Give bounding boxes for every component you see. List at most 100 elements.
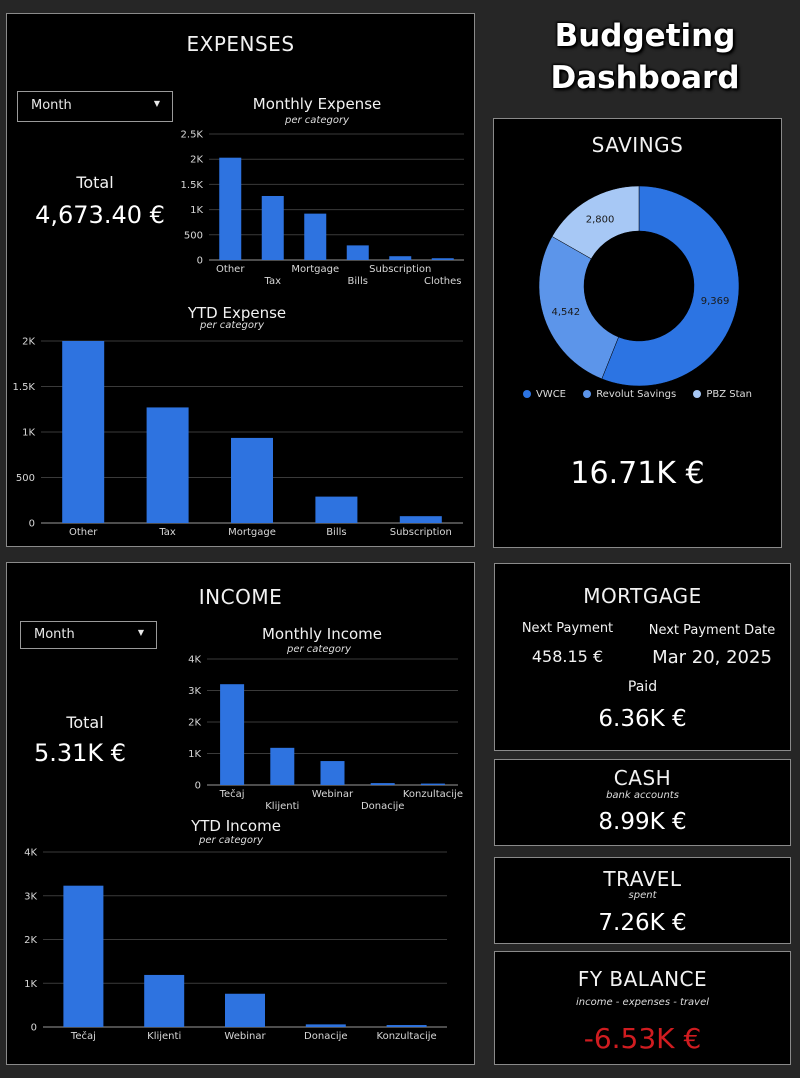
- bar[interactable]: [261, 195, 284, 260]
- bar[interactable]: [320, 761, 345, 785]
- bar[interactable]: [225, 993, 265, 1027]
- y-tick-label: 4K: [188, 655, 201, 666]
- bar[interactable]: [399, 516, 442, 523]
- x-tick-label: Tax: [158, 527, 176, 538]
- paid-value: 6.36K €: [598, 706, 687, 732]
- monthly-expense-chart: 0 500 1K 1.5K 2K 2.5K Other Tax Mortgage BillsSub…: [181, 130, 464, 284]
- chevron-down-icon: ▼: [153, 99, 160, 108]
- y-tick-label: 1K: [188, 749, 201, 760]
- bar[interactable]: [220, 684, 245, 785]
- next-payment-date-value: Mar 20, 2025: [652, 647, 772, 668]
- expenses-total-label: Total: [76, 173, 114, 192]
- y-tick-label: 3K: [24, 891, 37, 902]
- x-tick-label: Donacije: [304, 1031, 348, 1042]
- bar[interactable]: [420, 783, 445, 785]
- y-tick-label: 500: [16, 473, 35, 484]
- bar[interactable]: [370, 783, 395, 785]
- bar[interactable]: [146, 407, 189, 523]
- savings-title: SAVINGS: [591, 133, 684, 157]
- mortgage-title: MORTGAGE: [583, 584, 702, 608]
- monthly-income-subtitle: per category: [287, 644, 351, 655]
- y-tick-label: 2K: [24, 935, 37, 946]
- travel-panel: TRAVEL spent 7.26K €: [494, 857, 791, 944]
- y-tick-label: 2K: [188, 718, 201, 729]
- x-tick-label: Other: [69, 527, 98, 538]
- legend-label-pbz: PBZ Stan: [706, 389, 753, 400]
- cash-title: CASH: [613, 766, 672, 790]
- bar[interactable]: [62, 341, 105, 523]
- dashboard-title-line-1: Budgeting: [554, 18, 736, 54]
- next-payment-date-label: Next Payment Date: [648, 623, 776, 638]
- x-tick-label: Tax: [264, 276, 282, 284]
- slice-value-label: 9,369: [701, 296, 730, 307]
- monthly-income-title: Monthly Income: [261, 625, 383, 643]
- x-tick-label: Mortgage: [291, 264, 339, 275]
- ytd-income-chart: 0 1K 2K 3K 4K Tečaj Klijenti Webinar Donacije Kon…: [24, 848, 447, 1042]
- x-tick-label: Klijenti: [147, 1031, 181, 1042]
- donut-slice[interactable]: [551, 185, 640, 260]
- ytd-expense-subtitle: per category: [200, 320, 264, 331]
- bar[interactable]: [389, 256, 412, 260]
- y-tick-label: 2K: [22, 337, 35, 348]
- income-period-select[interactable]: Month ▼: [20, 621, 157, 649]
- savings-legend: VWCE Revolut Savings PBZ Stan: [494, 389, 781, 400]
- cash-panel: CASH bank accounts 8.99K €: [494, 759, 791, 846]
- bar[interactable]: [346, 245, 369, 260]
- mortgage-panel: MORTGAGE Next Payment 458.15 € Next Paym…: [494, 563, 791, 751]
- donut-slice[interactable]: [601, 185, 740, 387]
- y-tick-label: 2.5K: [181, 130, 204, 141]
- cash-value: 8.99K €: [598, 809, 687, 835]
- legend-item-revolut: Revolut Savings: [583, 389, 676, 400]
- cash-subtitle: bank accounts: [606, 790, 679, 801]
- monthly-expense-title: Monthly Expense: [252, 95, 382, 113]
- y-tick-label: 4K: [24, 848, 37, 859]
- income-total-value: 5.31K €: [33, 739, 127, 767]
- ytd-expense-title: YTD Expense: [187, 304, 287, 322]
- y-tick-label: 1.5K: [13, 382, 36, 393]
- y-tick-label: 2K: [190, 155, 203, 166]
- income-panel: INCOME Month ▼ Total 5.31K € Monthly Inc…: [6, 562, 475, 1065]
- dashboard-title: Budgeting Dashboard: [530, 15, 760, 99]
- fy-balance-title: FY BALANCE: [577, 967, 708, 991]
- y-tick-label: 500: [184, 230, 203, 241]
- legend-dot-vwce: [522, 390, 531, 398]
- ytd-income-subtitle: per category: [199, 835, 263, 846]
- monthly-expense-subtitle: per category: [285, 115, 349, 126]
- savings-donut-chart: 9,369 4,542 2,800: [538, 185, 740, 387]
- bar[interactable]: [144, 974, 185, 1027]
- chevron-down-icon: ▼: [137, 628, 144, 637]
- x-tick-label: Mortgage: [228, 527, 276, 538]
- x-tick-label: Konzultacije: [377, 1031, 437, 1042]
- y-tick-label: 3K: [188, 686, 201, 697]
- donut-slice[interactable]: [538, 236, 619, 380]
- paid-label: Paid: [627, 679, 658, 695]
- y-tick-label: 1K: [190, 205, 203, 216]
- bar[interactable]: [231, 437, 273, 523]
- bar[interactable]: [431, 258, 454, 260]
- x-tick-label: Clothes: [424, 276, 462, 284]
- expenses-total-value: 4,673.40 €: [35, 201, 165, 229]
- x-tick-label: Konzultacije: [403, 789, 463, 800]
- income-period-value: Month: [34, 627, 75, 642]
- x-tick-label: Tečaj: [70, 1030, 96, 1042]
- bar[interactable]: [386, 1025, 427, 1027]
- bar[interactable]: [304, 213, 327, 260]
- expenses-panel: EXPENSES Month ▼ Total 4,673.40 € Monthl…: [6, 13, 475, 547]
- x-tick-label: Subscription: [369, 264, 431, 275]
- bar[interactable]: [315, 496, 358, 523]
- bar[interactable]: [63, 885, 104, 1027]
- y-tick-label: 0: [29, 519, 35, 530]
- legend-item-vwce: VWCE: [522, 389, 566, 400]
- x-tick-label: Klijenti: [265, 801, 299, 811]
- y-tick-label: 0: [195, 781, 201, 792]
- expenses-period-select[interactable]: Month ▼: [17, 91, 173, 122]
- next-payment-label: Next Payment: [521, 621, 614, 636]
- income-title: INCOME: [198, 585, 283, 609]
- y-tick-label: 1.5K: [181, 180, 204, 191]
- legend-label-vwce: VWCE: [535, 389, 566, 400]
- bar[interactable]: [219, 157, 242, 260]
- bar[interactable]: [305, 1024, 346, 1027]
- expenses-title: EXPENSES: [186, 32, 295, 56]
- bar[interactable]: [270, 747, 295, 785]
- legend-label-revolut: Revolut Savings: [596, 389, 677, 400]
